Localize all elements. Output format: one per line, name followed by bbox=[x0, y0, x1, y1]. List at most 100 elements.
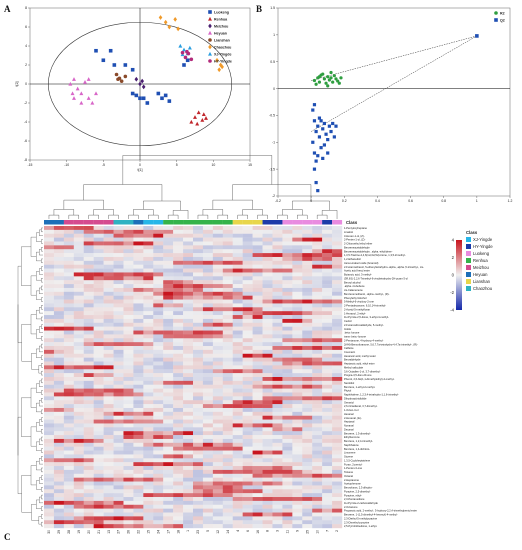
heatmap-cell bbox=[83, 233, 94, 238]
heatmap-cell bbox=[73, 229, 84, 234]
heatmap-cell bbox=[63, 268, 74, 273]
data-point-renhua bbox=[196, 110, 201, 115]
heatmap-cell bbox=[113, 411, 124, 416]
heatmap-cell bbox=[133, 489, 144, 494]
heatmap-cell bbox=[322, 442, 333, 447]
heatmap-cell bbox=[312, 442, 323, 447]
heatmap-cell bbox=[252, 377, 263, 382]
heatmap-cell bbox=[332, 380, 343, 385]
heatmap-cell bbox=[123, 435, 134, 440]
heatmap-cell bbox=[103, 287, 114, 293]
heatmap-cell bbox=[242, 466, 253, 471]
heatmap-cell bbox=[143, 508, 154, 513]
heatmap-cell bbox=[63, 419, 74, 424]
heatmap-cell bbox=[242, 241, 253, 246]
heatmap-cell bbox=[262, 330, 273, 335]
heatmap-cell bbox=[163, 427, 174, 432]
heatmap-cell bbox=[183, 303, 194, 308]
heatmap-cell bbox=[332, 349, 343, 354]
heatmap-cell bbox=[202, 524, 214, 529]
heatmap-cell bbox=[212, 454, 223, 459]
heatmap-cell bbox=[63, 322, 74, 327]
heatmap-cell bbox=[242, 407, 253, 413]
heatmap-cell bbox=[153, 315, 164, 320]
heatmap-cell bbox=[262, 438, 273, 444]
heatmap-cell bbox=[332, 346, 343, 351]
heatmap-cell bbox=[93, 396, 104, 401]
heatmap-cell bbox=[63, 264, 74, 269]
heatmap-cell bbox=[93, 404, 104, 409]
heatmap-cell bbox=[242, 435, 253, 440]
heatmap-cell bbox=[302, 307, 313, 312]
heatmap-cell bbox=[312, 524, 323, 529]
heatmap-cell bbox=[252, 512, 263, 517]
heatmap-cell bbox=[302, 438, 313, 444]
row-label: Benzyl alcohol bbox=[344, 280, 361, 284]
row-label: cis-Calamenene bbox=[344, 288, 363, 292]
class-bar-cell bbox=[53, 220, 64, 225]
heatmap-cell bbox=[123, 427, 134, 432]
heatmap-cell bbox=[252, 419, 263, 424]
heatmap-cell bbox=[282, 365, 293, 370]
heatmap-cell bbox=[222, 249, 233, 254]
row-label: 1H-Pyrrole-2-carboxaldehyde bbox=[344, 501, 378, 505]
dendrogram-branch bbox=[36, 348, 42, 358]
heatmap-cell bbox=[202, 454, 214, 459]
heatmap-cell bbox=[232, 404, 243, 409]
heatmap-cell bbox=[163, 357, 174, 362]
heatmap-cell bbox=[173, 411, 184, 416]
heatmap-cell bbox=[332, 396, 343, 401]
heatmap-cell bbox=[272, 342, 283, 347]
heatmap-cell bbox=[302, 226, 313, 231]
class-legend-label: Luokeng bbox=[473, 251, 490, 256]
heatmap-cell bbox=[232, 330, 243, 335]
heatmap-cell bbox=[252, 384, 263, 389]
heatmap-cell bbox=[292, 268, 303, 273]
heatmap-cell bbox=[153, 253, 164, 258]
heatmap-cell bbox=[262, 256, 273, 262]
heatmap-cell bbox=[143, 415, 154, 420]
heatmap-cell bbox=[53, 446, 65, 451]
heatmap-cell bbox=[292, 458, 303, 463]
heatmap-cell bbox=[93, 454, 104, 459]
heatmap-cell bbox=[212, 493, 223, 498]
data-point-xj-yingde bbox=[178, 43, 183, 48]
dendrogram-branch bbox=[53, 209, 74, 216]
class-legend-swatch bbox=[466, 244, 471, 249]
heatmap-cell bbox=[252, 272, 263, 277]
heatmap-cell bbox=[143, 295, 154, 300]
heatmap-cell bbox=[183, 477, 194, 482]
heatmap-cell bbox=[302, 524, 313, 529]
heatmap-cell bbox=[262, 245, 273, 250]
heatmap-cell bbox=[302, 291, 313, 296]
heatmap-cell bbox=[44, 260, 55, 265]
heatmap-cell bbox=[222, 469, 233, 474]
dendrogram-branch bbox=[39, 419, 43, 426]
heatmap-cell bbox=[302, 268, 313, 273]
heatmap-cell bbox=[123, 233, 134, 238]
heatmap-cell bbox=[73, 237, 84, 242]
heatmap-cell bbox=[63, 284, 74, 289]
heatmap-cell bbox=[63, 497, 74, 502]
heatmap-cell bbox=[93, 272, 104, 277]
column-label: 6 bbox=[246, 530, 250, 532]
heatmap-cell bbox=[103, 477, 114, 482]
heatmap-cell bbox=[123, 485, 134, 490]
heatmap-cell bbox=[262, 280, 273, 285]
heatmap-cell bbox=[53, 435, 65, 440]
heatmap-cell bbox=[272, 380, 283, 385]
heatmap-cell bbox=[153, 489, 164, 494]
heatmap-cell bbox=[173, 473, 184, 478]
dendrogram-branch bbox=[41, 390, 43, 395]
heatmap-cell bbox=[53, 280, 65, 285]
heatmap-cell bbox=[163, 415, 174, 420]
heatmap-cell bbox=[63, 512, 74, 517]
heatmap-cell bbox=[282, 249, 293, 254]
class-bar-cell bbox=[83, 220, 94, 225]
class-bar-cell bbox=[212, 220, 223, 225]
heatmap-cell bbox=[103, 524, 114, 529]
heatmap-cell bbox=[232, 508, 243, 513]
heatmap-cell bbox=[183, 334, 194, 339]
data-point-luokeng bbox=[160, 96, 164, 101]
row-label: 1-Hexanol, 2-ethyl- bbox=[344, 311, 366, 315]
